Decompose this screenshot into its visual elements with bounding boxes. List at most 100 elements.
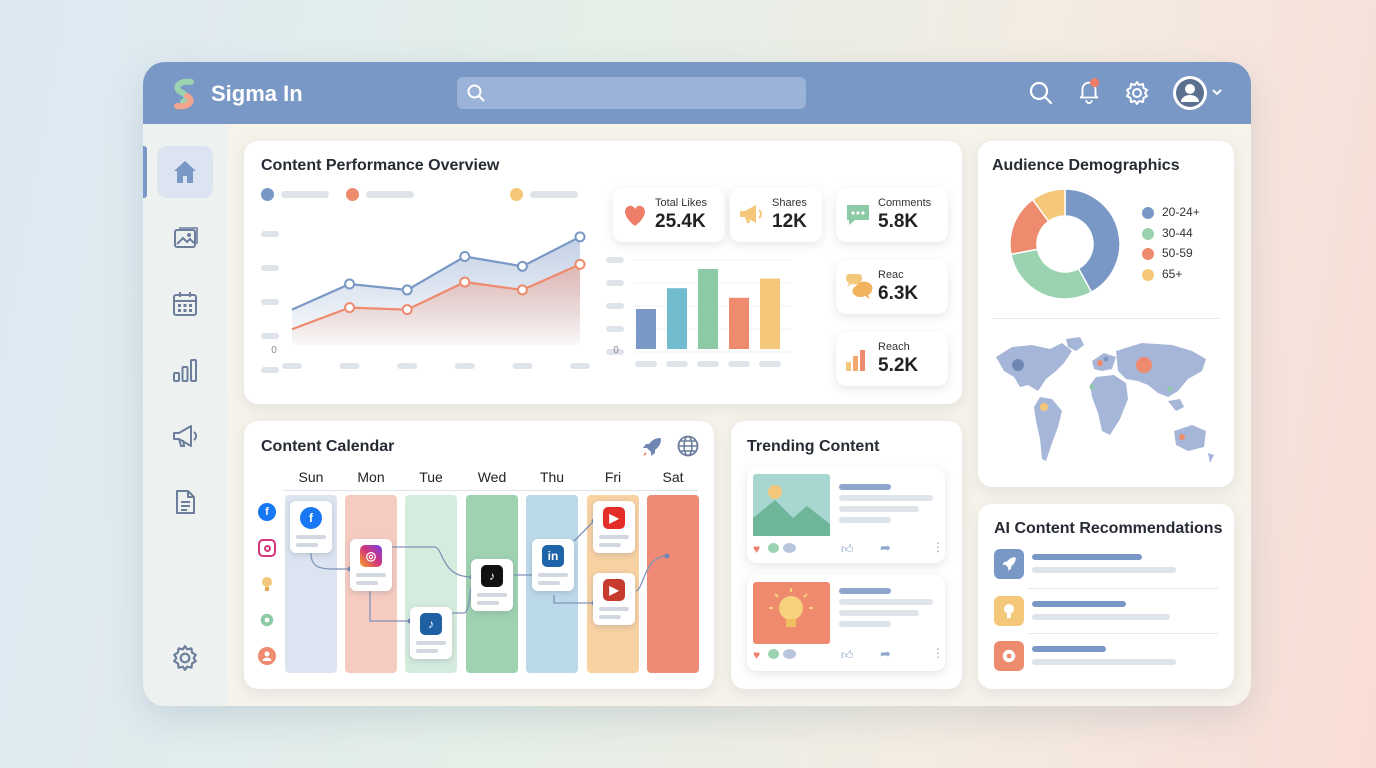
stat-shares[interactable]: Shares 12K [730,188,822,242]
stat-label: Total Likes [655,197,707,209]
calendar-post-tiktok[interactable]: ♪ [410,607,452,659]
top-bar: Sigma In [143,62,1251,124]
trending-item[interactable]: ♥ 👍︎ ➦ ⋮ [747,575,945,671]
x-tick-placeholder [512,363,533,369]
heart-icon[interactable]: ♥ [753,542,761,556]
y-tick-placeholder [606,303,624,309]
calendar-post-youtube[interactable]: ▶ [593,501,635,553]
megaphone-icon [173,425,197,447]
stat-value: 5.8K [878,211,919,232]
bar-chart-icon [846,350,865,371]
stat-label: Reac [878,269,904,281]
active-indicator [143,146,147,198]
notification-badge [1089,78,1100,88]
gear-icon[interactable] [258,611,276,629]
stat-reach[interactable]: Reach 5.2K [836,332,948,386]
like-icon[interactable]: 👍︎ [841,648,854,662]
calendar-post-tiktok[interactable]: ♪ [471,559,513,611]
recommendation-item[interactable] [994,549,1220,585]
chat-bubbles-icon [845,274,873,299]
bar [636,309,656,349]
search-icon[interactable] [1028,80,1054,106]
data-point [459,276,471,288]
y-tick-label: 0 [613,345,619,356]
rocket-icon[interactable] [640,435,664,459]
legend-label-placeholder [530,191,578,198]
chat-icon [847,205,869,225]
facebook-icon[interactable]: f [258,503,276,521]
calendar-title: Content Calendar [261,438,395,455]
day-label: Sun [298,469,324,485]
legend-dot [510,188,523,201]
share-icon[interactable]: ➦ [880,646,891,661]
stat-label: Shares [772,197,807,209]
sidebar-item-media[interactable] [157,212,213,264]
instagram-icon[interactable] [258,539,276,557]
gear-icon [994,641,1024,671]
more-icon[interactable]: ⋮ [932,540,944,554]
map-marker [1103,356,1109,362]
day-column-sat[interactable] [647,495,699,673]
sidebar-item-documents[interactable] [157,476,213,528]
stat-comments[interactable]: Comments 5.8K [836,188,948,242]
sidebar-item-campaigns[interactable] [157,410,213,462]
divider [992,318,1220,319]
more-icon[interactable]: ⋮ [932,646,944,660]
stat-reac[interactable]: Reac 6.3K [836,260,948,314]
data-point [344,302,356,314]
bell-icon[interactable] [1076,78,1102,104]
user-icon[interactable] [258,647,276,665]
calendar-post-youtube[interactable]: ▶ [593,573,635,625]
divider [284,490,698,491]
calendar-post-facebook[interactable]: f [290,501,332,553]
chat-icon[interactable] [783,649,796,659]
trending-title: Trending Content [747,438,880,455]
chevron-down-icon[interactable] [1211,86,1223,98]
map-marker [1179,434,1185,440]
x-tick-placeholder [728,361,750,367]
bar [729,297,749,349]
sidebar-item-calendar[interactable] [157,278,213,330]
logo-icon [174,78,194,110]
area-chart: 0 [261,231,590,373]
user-avatar[interactable] [1173,76,1207,110]
chat-icon[interactable] [783,543,796,553]
x-tick-placeholder [397,363,418,369]
share-icon[interactable]: ➦ [880,540,891,555]
sidebar-item-settings[interactable] [157,632,213,684]
tiktok-icon: ♪ [420,613,442,635]
chat-icon[interactable] [768,543,779,553]
search-bar[interactable] [457,77,806,109]
sidebar-item-analytics[interactable] [157,344,213,396]
globe-icon[interactable] [676,434,700,458]
brand-name[interactable]: Sigma In [211,81,303,106]
data-point [574,231,586,243]
y-tick-placeholder [261,265,279,271]
calendar-post-linkedin[interactable]: in [532,539,574,591]
gear-icon[interactable] [1124,80,1150,106]
y-tick-placeholder [606,326,624,332]
search-input[interactable] [495,77,795,109]
sidebar [143,124,227,706]
x-tick-placeholder [339,363,360,369]
recommendation-item[interactable] [994,641,1220,677]
calendar-post-instagram[interactable]: ◎ [350,539,392,591]
lightbulb-icon[interactable] [258,575,276,593]
divider [1028,633,1218,634]
pie-slice [1064,188,1121,294]
data-point [516,260,528,272]
trending-item[interactable]: ♥ 👍︎ ➦ ⋮ [747,467,945,563]
recommendation-item[interactable] [994,596,1220,632]
series-line [291,235,581,311]
legend-label-placeholder [281,191,329,198]
x-tick-placeholder [454,363,475,369]
pie-slice [1010,248,1093,300]
like-icon[interactable]: 👍︎ [841,542,854,556]
data-point [344,278,356,290]
y-tick-label: 0 [271,345,277,356]
sidebar-item-home[interactable] [157,146,213,198]
day-label: Fri [604,469,622,485]
chat-icon[interactable] [768,649,779,659]
stat-total-likes[interactable]: Total Likes 25.4K [613,188,725,242]
heart-icon[interactable]: ♥ [753,648,761,662]
